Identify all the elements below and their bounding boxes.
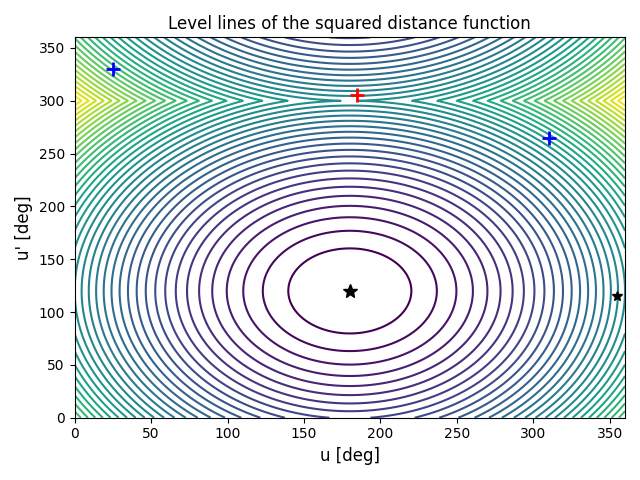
X-axis label: u [deg]: u [deg] bbox=[320, 447, 380, 465]
Y-axis label: u' [deg]: u' [deg] bbox=[15, 195, 33, 260]
Title: Level lines of the squared distance function: Level lines of the squared distance func… bbox=[168, 15, 531, 33]
